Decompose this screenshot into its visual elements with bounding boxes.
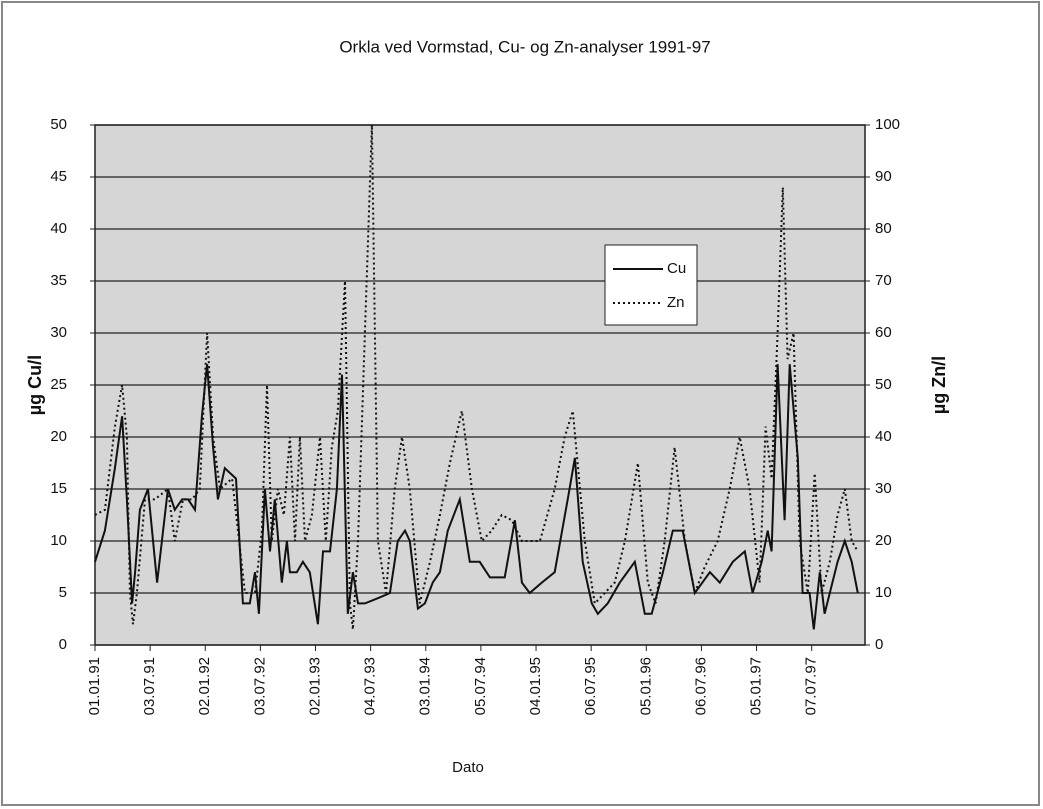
- y2-tick-label: 90: [875, 168, 892, 185]
- y-tick-label: 35: [50, 272, 67, 289]
- x-axis-label: Dato: [452, 759, 484, 776]
- x-tick-label: 03.07.92: [251, 657, 268, 715]
- x-tick-label: 04.01.95: [527, 657, 544, 715]
- y2-tick-label: 70: [875, 272, 892, 289]
- series-line: [94, 364, 859, 630]
- y-tick-label: 40: [50, 220, 67, 237]
- y2-tick-label: 60: [875, 324, 892, 341]
- legend-box: [604, 244, 698, 326]
- legend-label: Zn: [667, 294, 685, 311]
- y2-tick-label: 0: [875, 636, 883, 653]
- x-tick-label: 05.01.96: [637, 657, 654, 715]
- series-line: [94, 124, 859, 630]
- x-tick-label: 03.01.94: [417, 657, 434, 715]
- y2-tick-label: 40: [875, 428, 892, 445]
- x-tick-label: 05.01.97: [748, 657, 765, 715]
- x-tick-label: 03.07.91: [141, 657, 158, 715]
- y2-tick-label: 10: [875, 584, 892, 601]
- y2-axis-label: µg Zn/l: [929, 356, 949, 414]
- x-tick-label: 05.07.94: [472, 657, 489, 715]
- chart-title: Orkla ved Vormstad, Cu- og Zn-analyser 1…: [339, 37, 710, 56]
- legend-label: Cu: [667, 260, 686, 277]
- x-tick-label: 04.07.93: [362, 657, 379, 715]
- x-tick-label: 06.07.95: [582, 657, 599, 715]
- y-tick-label: 20: [50, 428, 67, 445]
- x-tick-label: 02.01.92: [196, 657, 213, 715]
- y2-tick-label: 20: [875, 532, 892, 549]
- y2-tick-label: 100: [875, 116, 900, 133]
- legend: Cu Zn: [604, 244, 698, 326]
- y-axis-label: µg Cu/l: [25, 355, 45, 415]
- x-tick-label: 02.01.93: [306, 657, 323, 715]
- y2-tick-label: 30: [875, 480, 892, 497]
- y2-tick-label: 80: [875, 220, 892, 237]
- y-tick-label: 15: [50, 480, 67, 497]
- y-tick-label: 30: [50, 324, 67, 341]
- x-tick-label: 06.07.96: [692, 657, 709, 715]
- x-tick-label: 07.07.97: [803, 657, 820, 715]
- y-tick-label: 45: [50, 168, 67, 185]
- y2-tick-label: 50: [875, 376, 892, 393]
- y-tick-label: 10: [50, 532, 67, 549]
- x-tick-label: 01.01.91: [86, 657, 103, 715]
- y-tick-label: 50: [50, 116, 67, 133]
- y-tick-label: 5: [59, 584, 67, 601]
- y-tick-label: 25: [50, 376, 67, 393]
- y-tick-label: 0: [59, 636, 67, 653]
